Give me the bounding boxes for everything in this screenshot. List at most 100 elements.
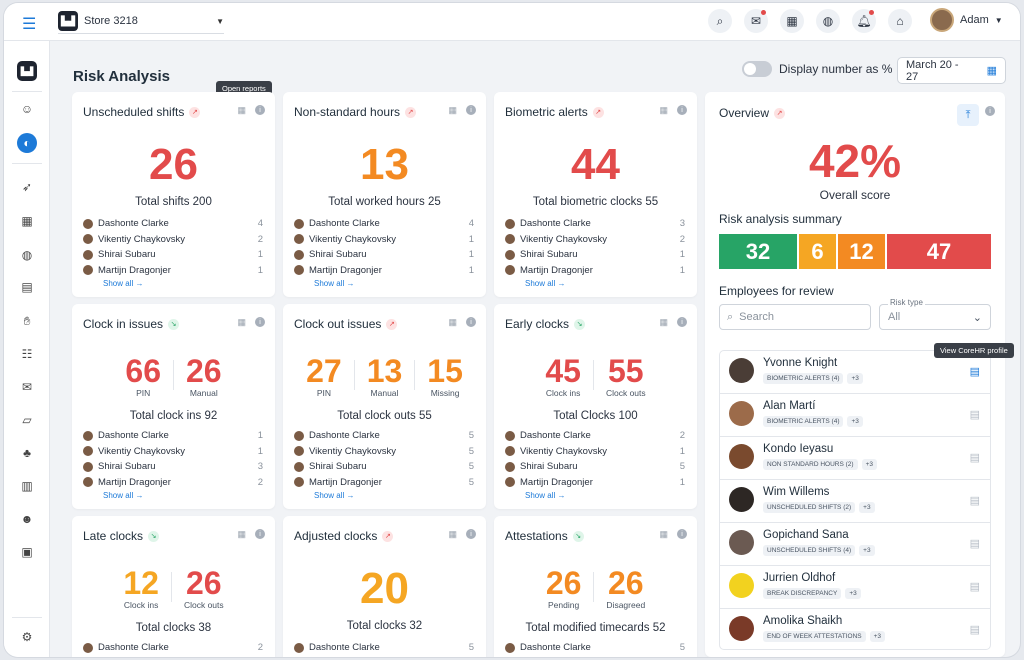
list-item[interactable]: Vikentiy Chaykovsky 1 [294, 232, 474, 248]
list-item[interactable]: Vikentiy Chaykovsky 5 [294, 444, 474, 460]
card-title[interactable]: Late clocks ↘ [83, 529, 160, 543]
globe-icon[interactable]: ◍ [816, 9, 840, 33]
card-title[interactable]: Unscheduled shifts ↗ [83, 105, 201, 119]
risk-type-select[interactable]: Risk type All ⌄ [879, 298, 991, 330]
list-item[interactable]: Martijn Dragonjer 2 [83, 475, 263, 491]
list-item[interactable]: Vikentiy Chaykovsky 2 [505, 232, 685, 248]
profile-icon[interactable]: ▤ [969, 366, 980, 378]
date-range-picker[interactable]: March 20 - 27 ▦ [897, 57, 1006, 84]
list-item[interactable]: Shirai Subaru 1 [294, 247, 474, 263]
employee-row[interactable]: Kondo Ieyasu NON STANDARD HOURS (2) +3 ▤ [720, 437, 990, 480]
info-icon[interactable]: i [985, 106, 995, 116]
list-item[interactable]: Vikentiy Chaykovsky 2 [83, 232, 263, 248]
list-item[interactable]: Shirai Subaru 1 [83, 247, 263, 263]
info-icon[interactable]: i [255, 317, 265, 327]
table-icon[interactable]: ▦ [237, 529, 246, 539]
person-icon[interactable]: ☺ [20, 102, 34, 116]
info-icon[interactable]: i [255, 529, 265, 539]
gear-icon[interactable]: ⚙ [21, 630, 33, 644]
employee-row[interactable]: Yvonne Knight BIOMETRIC ALERTS (4) +3 ▤ [720, 351, 990, 394]
search-icon[interactable]: ⌕ [708, 9, 732, 33]
hand-icon[interactable]: ✋︎ [23, 313, 31, 328]
user-settings-icon[interactable]: ☻ [20, 512, 34, 526]
show-all-link[interactable]: Show all → [103, 279, 144, 288]
schedule-icon[interactable]: ▤ [21, 280, 33, 294]
list-item[interactable]: Dashonte Clarke 2 [505, 428, 685, 444]
table-icon[interactable]: ▦ [448, 105, 457, 115]
employee-row[interactable]: Jurrien Oldhof BREAK DISCREPANCY +3 ▤ [720, 566, 990, 609]
list-item[interactable]: Dashonte Clarke 5 [294, 640, 474, 656]
card-title[interactable]: Early clocks ↘ [505, 317, 586, 331]
home-icon[interactable]: ⌂ [888, 9, 912, 33]
list-item[interactable]: Shirai Subaru 5 [505, 459, 685, 475]
list-item[interactable]: Dashonte Clarke 4 [83, 216, 263, 232]
card-title[interactable]: Non-standard hours ↗ [294, 105, 417, 119]
table-icon[interactable]: ▦ [659, 529, 668, 539]
show-all-link[interactable]: Show all → [103, 491, 144, 500]
list-item[interactable]: Vikentiy Chaykovsky 1 [83, 444, 263, 460]
analytics-icon[interactable]: ◐ [17, 133, 37, 153]
show-all-link[interactable]: Show all → [525, 279, 566, 288]
chart-icon[interactable]: ▥ [21, 479, 33, 493]
rocket-icon[interactable]: ➶ [21, 180, 33, 194]
profile-icon[interactable]: ▤ [969, 409, 980, 421]
list-item[interactable]: Martijn Dragonjer 1 [505, 475, 685, 491]
list-item[interactable]: Dashonte Clarke 3 [505, 216, 685, 232]
list-item[interactable]: Dashonte Clarke 5 [294, 428, 474, 444]
list-item[interactable]: Dashonte Clarke 4 [294, 216, 474, 232]
folder-icon[interactable]: ▱ [22, 413, 32, 427]
user-menu[interactable]: Adam ▼ [930, 8, 1003, 32]
table-icon[interactable]: ▦ [448, 529, 457, 539]
menu-icon[interactable]: ☰ [22, 16, 37, 33]
list-item[interactable]: Martijn Dragonjer 1 [294, 263, 474, 279]
list-item[interactable]: Dashonte Clarke 2 [83, 640, 263, 656]
info-icon[interactable]: i [677, 317, 687, 327]
org-icon[interactable]: ♣ [23, 446, 31, 460]
table-icon[interactable]: ▦ [659, 105, 668, 115]
table-icon[interactable]: ▦ [237, 105, 246, 115]
employee-row[interactable]: Gopichand Sana UNSCHEDULED SHIFTS (4) +3 ▤ [720, 523, 990, 566]
employee-row[interactable]: Alan Martí BIOMETRIC ALERTS (4) +3 ▤ [720, 394, 990, 437]
list-item[interactable]: Martijn Dragonjer 5 [294, 475, 474, 491]
profile-icon[interactable]: ▤ [969, 452, 980, 464]
list-item[interactable]: Dashonte Clarke 5 [505, 640, 685, 656]
card-title[interactable]: Clock in issues ↘ [83, 317, 180, 331]
bell-icon[interactable]: 🔔︎ [852, 9, 876, 33]
info-icon[interactable]: i [677, 529, 687, 539]
card-title[interactable]: Adjusted clocks ↗ [294, 529, 394, 543]
table-icon[interactable]: ▦ [659, 317, 668, 327]
info-icon[interactable]: i [466, 105, 476, 115]
toggle-switch[interactable] [742, 61, 772, 77]
list-item[interactable]: Dashonte Clarke 1 [83, 428, 263, 444]
list-item[interactable]: Shirai Subaru 1 [505, 247, 685, 263]
globe-icon[interactable]: ◍ [21, 248, 33, 262]
display-percent-toggle[interactable]: Display number as % [742, 61, 892, 77]
table-icon[interactable]: ▦ [448, 317, 457, 327]
card-title[interactable]: Biometric alerts ↗ [505, 105, 604, 119]
employee-row[interactable]: Amolika Shaikh END OF WEEK ATTESTATIONS +3… [720, 609, 990, 649]
list-item[interactable]: Shirai Subaru 3 [83, 459, 263, 475]
list-item[interactable]: Martijn Dragonjer 1 [505, 263, 685, 279]
employee-row[interactable]: Wim Willems UNSCHEDULED SHIFTS (2) +3 ▤ [720, 480, 990, 523]
show-all-link[interactable]: Show all → [314, 279, 355, 288]
export-button[interactable]: ⤒ [957, 104, 979, 126]
team-icon[interactable]: ☷ [21, 347, 33, 361]
card-title[interactable]: Clock out issues ↗ [294, 317, 398, 331]
profile-icon[interactable]: ▤ [969, 495, 980, 507]
inbox-icon[interactable]: ✉ [744, 9, 768, 33]
mail-icon[interactable]: ✉ [21, 380, 33, 394]
search-input[interactable]: ⌕ Search [719, 304, 871, 330]
list-item[interactable]: Vikentiy Chaykovsky 1 [505, 444, 685, 460]
list-item[interactable]: Shirai Subaru 5 [294, 459, 474, 475]
profile-icon[interactable]: ▤ [969, 624, 980, 636]
table-icon[interactable]: ▦ [237, 317, 246, 327]
info-icon[interactable]: i [677, 105, 687, 115]
profile-icon[interactable]: ▤ [969, 538, 980, 550]
card-title[interactable]: Attestations ↘ [505, 529, 584, 543]
profile-icon[interactable]: ▤ [969, 581, 980, 593]
info-icon[interactable]: i [466, 317, 476, 327]
list-item[interactable]: Martijn Dragonjer 1 [83, 263, 263, 279]
show-all-link[interactable]: Show all → [314, 491, 355, 500]
show-all-link[interactable]: Show all → [525, 491, 566, 500]
apps-icon[interactable]: ▦ [780, 9, 804, 33]
